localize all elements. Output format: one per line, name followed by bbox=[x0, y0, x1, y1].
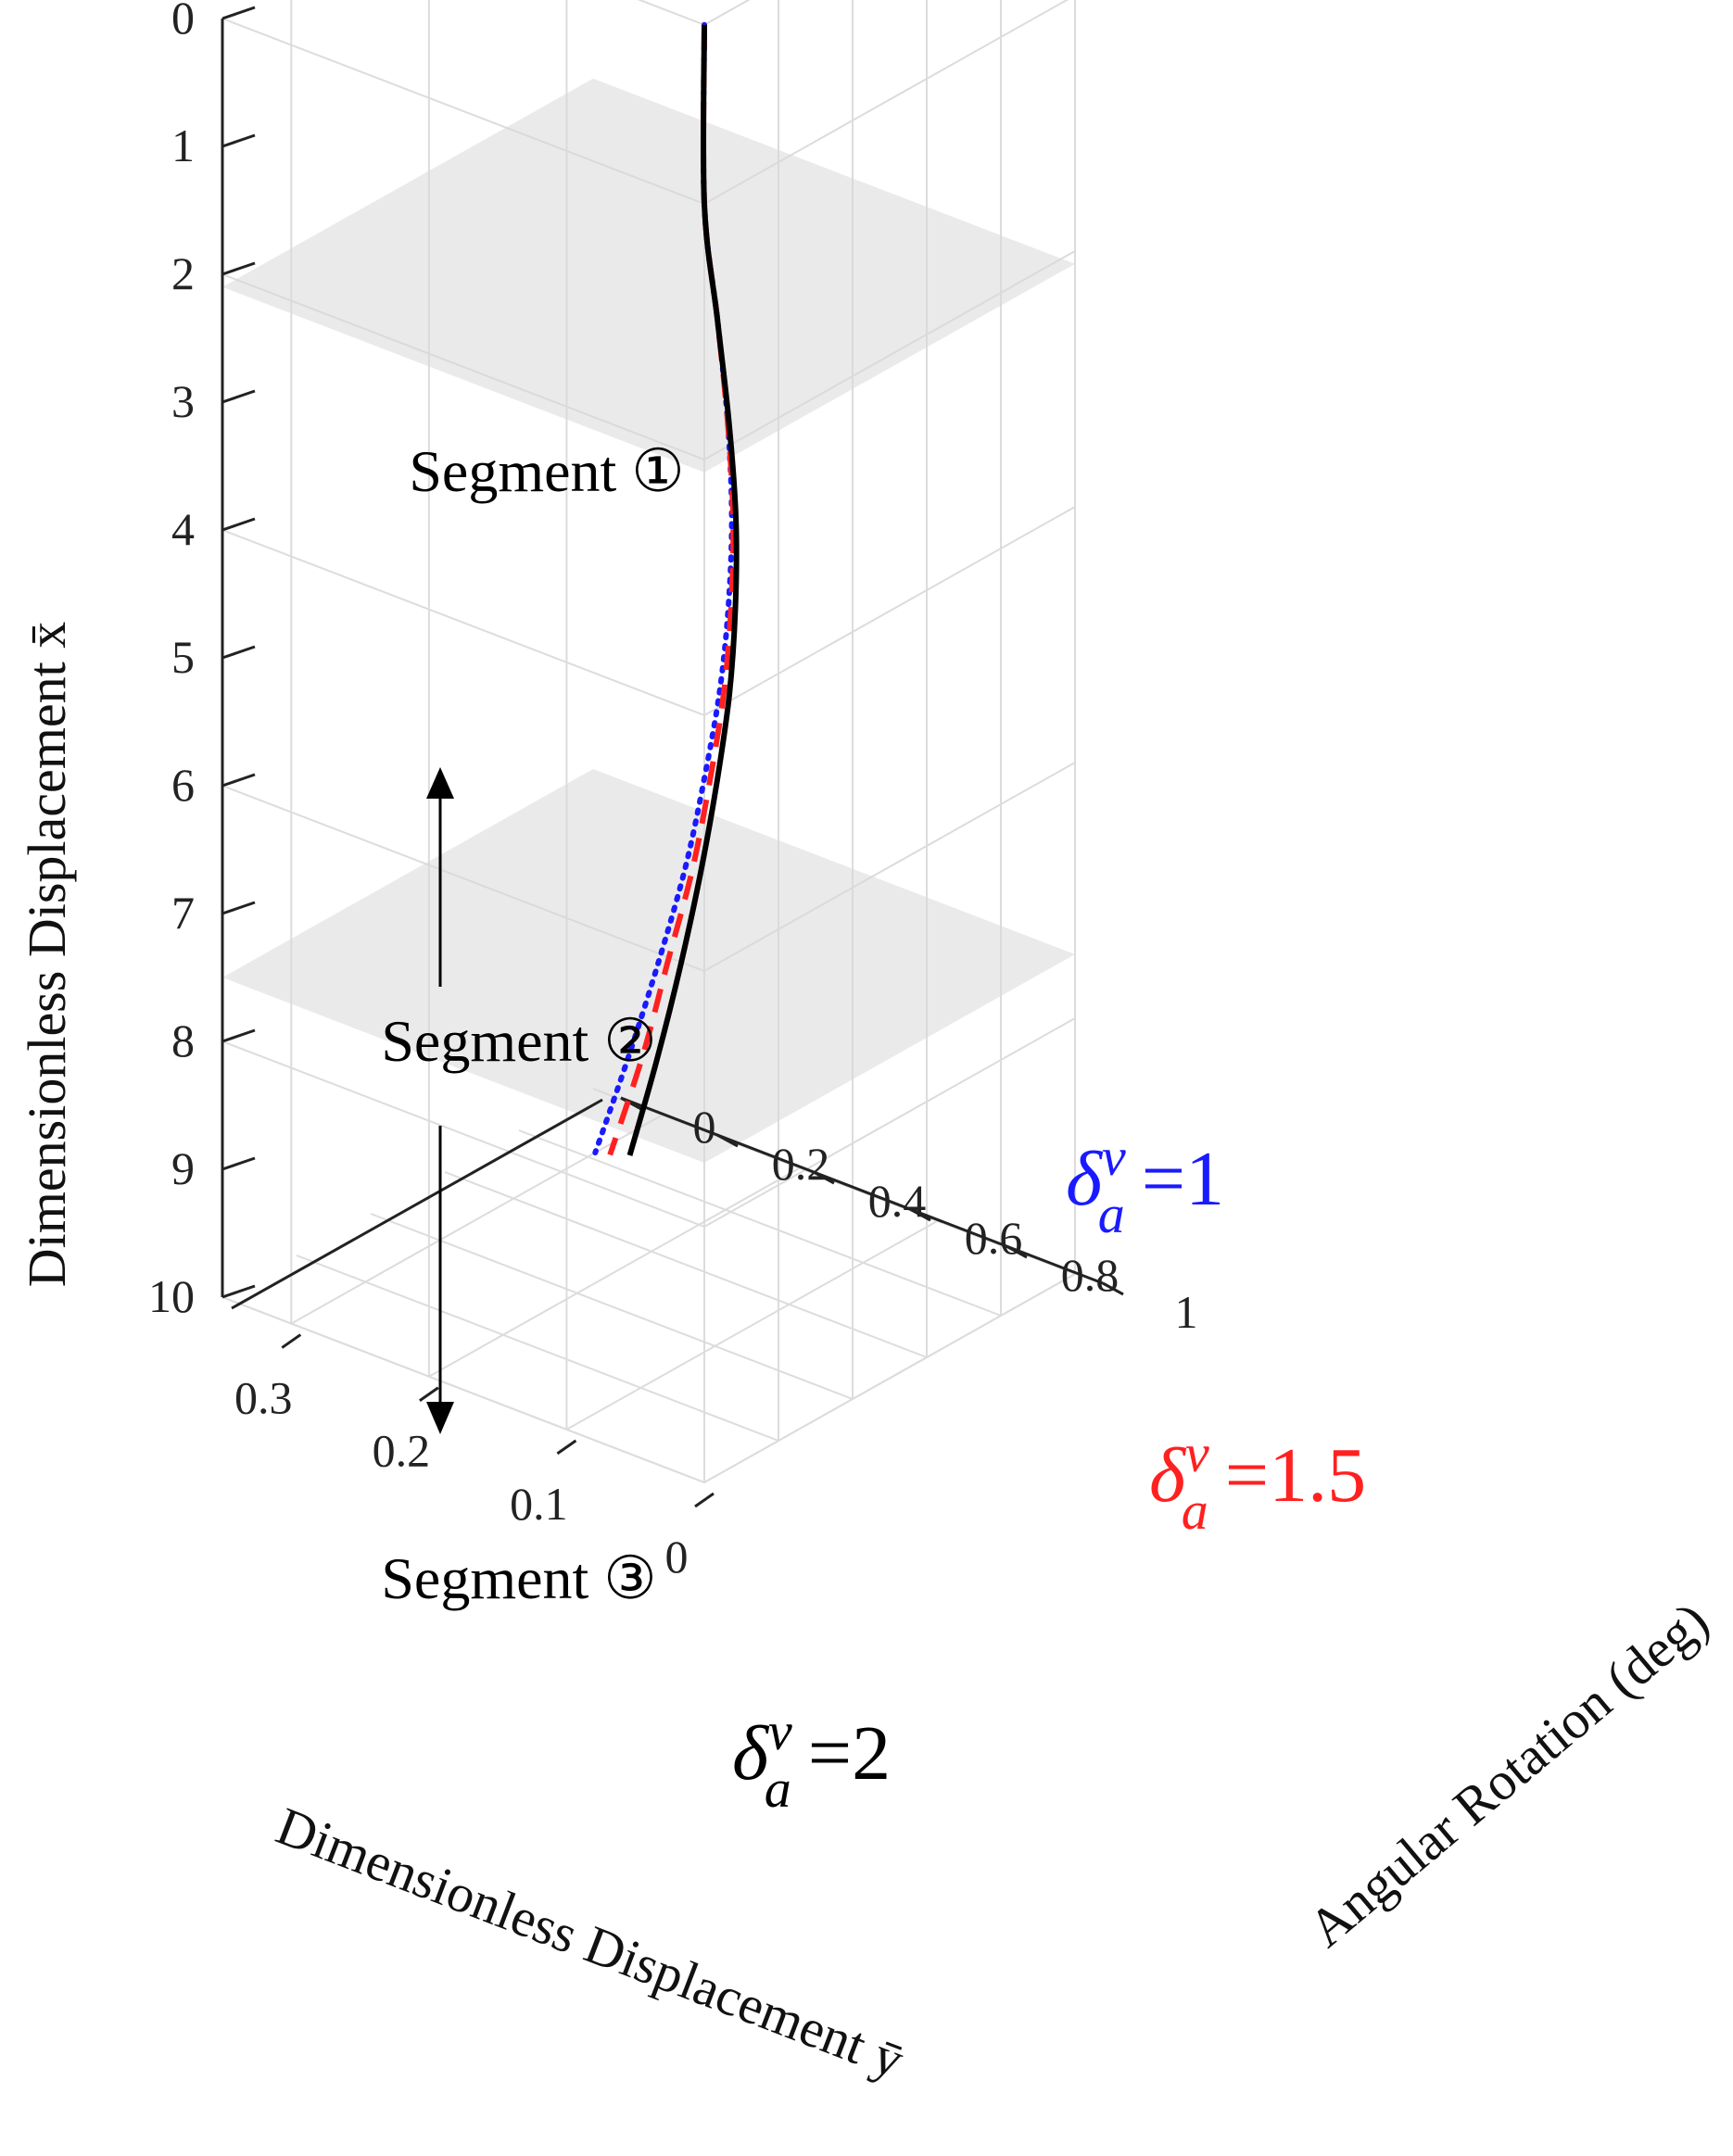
x-tick-mark bbox=[221, 1156, 256, 1171]
x-tick-mark bbox=[221, 389, 256, 404]
rotation-axis-line bbox=[620, 1096, 1104, 1285]
grid-lines bbox=[221, 0, 1076, 1484]
y-axis-line bbox=[231, 1098, 603, 1310]
floor-grid-r bbox=[370, 1213, 854, 1400]
segment-plane bbox=[222, 769, 1075, 1163]
floor-grid-y bbox=[428, 1166, 801, 1378]
y-tick-mark bbox=[556, 1439, 577, 1456]
floor-grid-r bbox=[296, 1255, 779, 1442]
segment-label: Segment ① bbox=[409, 438, 684, 504]
x-tick-label: 10 bbox=[148, 1270, 195, 1322]
y-tick-mark bbox=[694, 1492, 715, 1508]
x-tick-label: 2 bbox=[171, 247, 195, 299]
y-tick-mark bbox=[418, 1386, 439, 1402]
wall-grid-x bbox=[221, 1017, 1076, 1229]
rotation-tick-mark bbox=[909, 1207, 931, 1222]
x-tick-mark bbox=[221, 773, 256, 788]
y-axis-title: Dimensionless Displacement ȳ bbox=[269, 1796, 912, 2090]
floor-grid-r bbox=[444, 1171, 928, 1358]
y-tick-label: 0.2 bbox=[373, 1425, 431, 1477]
wall-grid-x bbox=[221, 506, 1076, 717]
tick-labels: 0 1 2 3 4 5 6 7 8 9 10 0 0.1 0.2 0.3 0 0.2 0.4 0.6 0.8 1 bbox=[148, 0, 1198, 1582]
rotation-tick-mark bbox=[1102, 1281, 1124, 1296]
rotation-tick-mark bbox=[813, 1170, 835, 1185]
x-axis-title: Dimensionless Displacement x̄ bbox=[17, 622, 77, 1287]
x-tick-label: 1 bbox=[171, 120, 195, 171]
x-tick-mark bbox=[221, 1284, 256, 1299]
rotation-tick-label: 1 bbox=[1175, 1286, 1198, 1338]
wall-top-edge bbox=[637, 0, 751, 26]
rotation-tick-label: 0 bbox=[693, 1101, 716, 1153]
x-tick-mark bbox=[221, 133, 256, 148]
delta-label-1: δv a =1 bbox=[1066, 1127, 1224, 1244]
rotation-axis-title: Angular Rotation (deg) bbox=[1297, 1590, 1719, 1959]
series-line-2 bbox=[626, 24, 740, 1156]
x-tick-label: 5 bbox=[171, 631, 195, 683]
rotation-tick-mark bbox=[1006, 1244, 1028, 1259]
x-tick-label: 6 bbox=[171, 759, 195, 811]
rotation-tick-mark bbox=[620, 1096, 642, 1111]
x-tick-mark bbox=[221, 1028, 256, 1043]
rotation-tick-mark bbox=[716, 1133, 739, 1148]
x-tick-label: 3 bbox=[171, 375, 195, 427]
series-lines bbox=[592, 21, 740, 1156]
floor-grid-r bbox=[518, 1129, 1002, 1317]
x-tick-label: 0 bbox=[171, 0, 195, 44]
segment-label: Segment ② bbox=[381, 1008, 656, 1074]
x-tick-mark bbox=[221, 517, 256, 532]
rotation-tick-label: 0.6 bbox=[965, 1212, 1023, 1264]
rotation-tick-label: 0.4 bbox=[868, 1175, 927, 1227]
y-tick-mark bbox=[281, 1333, 302, 1349]
wall-grid-x bbox=[221, 1273, 1076, 1484]
floor-grid-y bbox=[565, 1219, 938, 1431]
x-tick-mark bbox=[221, 901, 256, 915]
x-tick-label: 9 bbox=[171, 1142, 195, 1194]
x-tick-mark bbox=[221, 645, 256, 660]
y-tick-label: 0.3 bbox=[234, 1372, 293, 1424]
segment2-arrow-down-head bbox=[426, 1402, 454, 1434]
rotation-tick-label: 0.8 bbox=[1061, 1249, 1119, 1301]
delta-label-2: δv a =2 bbox=[732, 1701, 891, 1819]
segment2-arrow-up-head bbox=[426, 767, 454, 799]
x-tick-label: 4 bbox=[171, 503, 195, 555]
floor-grid-y bbox=[290, 1114, 663, 1325]
segment-plane bbox=[222, 78, 1075, 473]
x-tick-mark bbox=[221, 261, 256, 276]
y-tick-label: 0.1 bbox=[510, 1478, 568, 1530]
segment-planes bbox=[222, 78, 1075, 1163]
rotation-tick-label: 0.2 bbox=[772, 1138, 830, 1190]
axis-lines bbox=[221, 6, 1124, 1508]
x-tick-label: 7 bbox=[171, 887, 195, 939]
segment-label: Segment ③ bbox=[381, 1545, 656, 1611]
x-tick-label: 8 bbox=[171, 1015, 195, 1066]
delta-label-1-5: δv a =1.5 bbox=[1149, 1423, 1366, 1541]
y-tick-label: 0 bbox=[665, 1531, 689, 1582]
x-tick-mark bbox=[221, 6, 256, 20]
